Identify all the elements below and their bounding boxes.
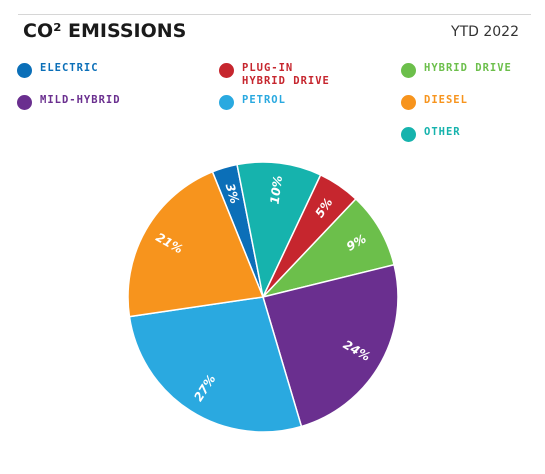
chart-title: CO² EMISSIONS	[23, 20, 187, 42]
legend-item-electric[interactable]: Electric	[17, 62, 99, 78]
legend-swatch	[401, 127, 416, 142]
legend-item-diesel[interactable]: Diesel	[401, 94, 468, 110]
legend-label: Petrol	[242, 94, 286, 106]
legend-label: Other	[424, 126, 461, 138]
legend-swatch	[17, 95, 32, 110]
legend-item-plug-in-hybrid[interactable]: Plug-in Hybrid Drive	[219, 62, 330, 88]
legend-swatch	[219, 95, 234, 110]
legend-swatch	[401, 95, 416, 110]
legend-label: Mild-Hybrid	[40, 94, 121, 106]
legend-label: Diesel	[424, 94, 468, 106]
chart-legend: Electric Plug-in Hybrid Drive Hybrid Dri…	[0, 0, 545, 150]
legend-item-other[interactable]: Other	[401, 126, 461, 142]
pie-slice-mild-hybrid[interactable]	[262, 263, 399, 428]
legend-label: Hybrid Drive	[424, 62, 512, 74]
legend-item-petrol[interactable]: Petrol	[219, 94, 286, 110]
top-divider	[18, 14, 531, 15]
pie-slice-petrol[interactable]	[128, 296, 303, 433]
legend-swatch	[17, 63, 32, 78]
chart-period: YTD 2022	[451, 24, 519, 40]
pie-slice-label: 10%	[268, 175, 285, 205]
pie-slice-diesel[interactable]	[127, 170, 265, 318]
legend-item-hybrid-drive[interactable]: Hybrid Drive	[401, 62, 512, 78]
legend-label: Plug-in Hybrid Drive	[242, 62, 330, 87]
legend-swatch	[219, 63, 234, 78]
pie-slice-label: 3%	[223, 182, 242, 206]
legend-item-mild-hybrid[interactable]: Mild-Hybrid	[17, 94, 121, 110]
pie-slice-other[interactable]	[236, 161, 322, 300]
legend-swatch	[401, 63, 416, 78]
legend-label: Electric	[40, 62, 99, 74]
